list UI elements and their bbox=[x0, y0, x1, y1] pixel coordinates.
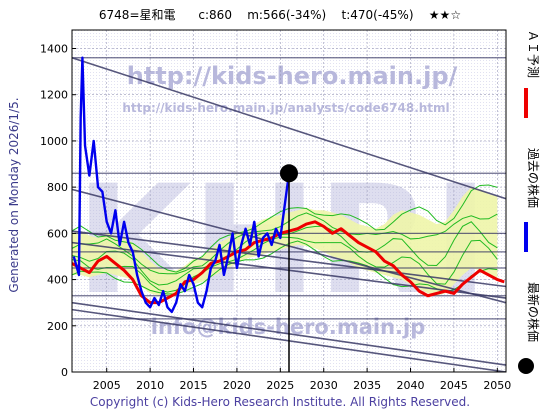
band-line bbox=[72, 240, 498, 295]
y-axis: 0 200 400 600 800 1000 1200 1400 bbox=[40, 42, 76, 379]
band-line bbox=[72, 221, 498, 286]
x-tick-label: 2010 bbox=[136, 379, 164, 392]
legend-ai-label: ＡＩ予測 bbox=[526, 30, 540, 78]
latest-price-marker bbox=[280, 164, 298, 183]
watermark-url: http://kids-hero.main.jp/ bbox=[127, 62, 458, 90]
legend-latest-swatch bbox=[518, 358, 534, 374]
plot-frame bbox=[71, 29, 507, 373]
x-tick-label: 2025 bbox=[266, 379, 294, 392]
rating-stars: ★★☆ bbox=[428, 8, 462, 22]
x-axis: 2005 2010 2015 2020 2025 2030 2035 2040 2045 2050 bbox=[93, 368, 511, 392]
x-tick-label: 2035 bbox=[353, 379, 381, 392]
y-tick-label: 600 bbox=[47, 227, 68, 240]
x-tick-label: 2050 bbox=[483, 379, 511, 392]
max-price: m:566(-34%) bbox=[247, 8, 327, 22]
y-tick-label: 0 bbox=[61, 366, 68, 379]
past-price-line bbox=[72, 56, 291, 314]
x-tick-label: 2020 bbox=[223, 379, 251, 392]
y-tick-label: 1000 bbox=[40, 135, 68, 148]
y-tick-label: 800 bbox=[47, 181, 68, 194]
watermark-layer: KHRI http://kids-hero.main.jp/ http://ki… bbox=[75, 62, 488, 339]
x-tick-label: 2030 bbox=[310, 379, 338, 392]
chart-header: 6748=星和電 c:860 m:566(-34%) t:470(-45%) ★… bbox=[0, 6, 560, 23]
x-tick-label: 2015 bbox=[180, 379, 208, 392]
target-price: t:470(-45%) bbox=[341, 8, 414, 22]
band-line bbox=[72, 212, 498, 275]
y-tick-label: 200 bbox=[47, 320, 68, 333]
stock-code-name: 6748=星和電 bbox=[98, 8, 176, 22]
trend-line bbox=[72, 56, 506, 200]
latest-marker-layer bbox=[280, 164, 298, 372]
copyright-footer: Copyright (c) Kids-Hero Research Institu… bbox=[89, 395, 471, 409]
close-price: c:860 bbox=[198, 8, 232, 22]
x-tick-label: 2005 bbox=[93, 379, 121, 392]
band-line bbox=[72, 236, 498, 293]
legend: ＡＩ予測 過去の株価 最新の株価 bbox=[518, 30, 541, 374]
x-tick-label: 2040 bbox=[397, 379, 425, 392]
x-tick-label: 2045 bbox=[440, 379, 468, 392]
watermark-analysis-url: http://kids-hero.main.jp/analysts/code67… bbox=[122, 101, 449, 115]
y-tick-label: 1400 bbox=[40, 42, 68, 55]
y-tick-label: 1200 bbox=[40, 89, 68, 102]
legend-latest-label: 最新の株価 bbox=[526, 282, 541, 342]
legend-past-label: 過去の株価 bbox=[526, 148, 541, 208]
y-tick-label: 400 bbox=[47, 274, 68, 287]
